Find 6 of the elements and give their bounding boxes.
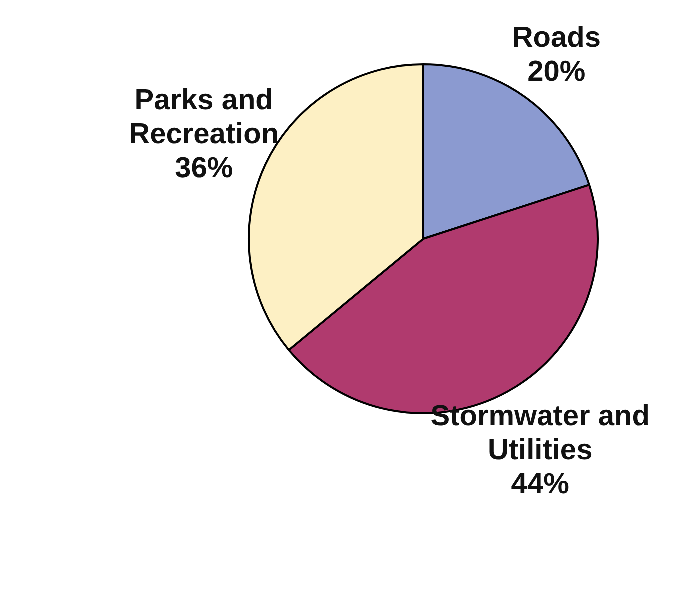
slice-label: Stormwater and Utilities [430, 400, 650, 467]
data-label: 20% [528, 56, 586, 88]
slice-label: Parks and Recreation [129, 84, 280, 151]
slice-label: Roads [512, 22, 601, 54]
data-label: 44% [511, 468, 570, 501]
data-label: 36% [175, 152, 234, 185]
